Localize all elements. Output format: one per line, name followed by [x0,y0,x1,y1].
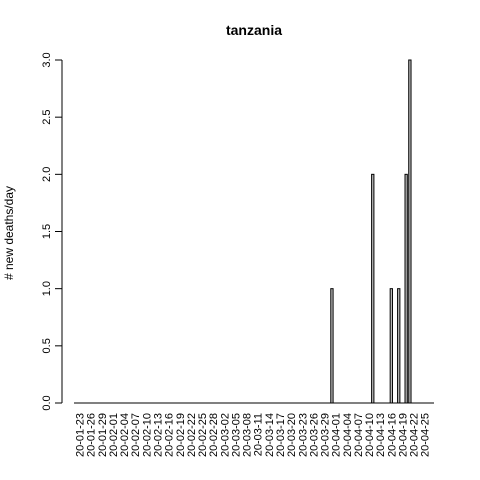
x-tick-label: 20-01-23 [75,413,87,457]
x-tick-label: 20-04-16 [386,413,398,457]
y-tick-label: 1.0 [41,281,53,296]
x-tick-label: 20-03-23 [297,413,309,457]
x-tick-label: 20-03-26 [308,413,320,457]
x-tick-label: 20-03-11 [253,413,265,456]
x-tick-label: 20-03-02 [219,413,231,457]
x-axis: 20-01-23 20-01-26 20-01-29 20-02-01 20-02-04… [74,402,434,457]
y-tick-label: 1.5 [41,224,53,239]
x-tick-label: 20-02-04 [119,413,131,457]
x-tick-label: 20-04-25 [420,413,432,457]
x-tick-label: 20-04-07 [353,413,365,457]
x-tick-label: 20-03-14 [264,413,276,457]
x-tick-label: 20-04-19 [397,413,409,457]
x-tick-label: 20-02-25 [197,413,209,457]
bar-2020-04-16 [389,288,393,404]
y-axis-label: # new deaths/day [2,186,16,280]
x-tick-label: 20-01-29 [97,413,109,457]
x-tick-label: 20-03-29 [320,413,332,457]
chart-title: tanzania [226,22,282,38]
x-tick-label: 20-02-16 [164,413,176,457]
y-tick-label: 3.0 [41,52,53,67]
x-tick-label: 20-04-13 [375,413,387,457]
x-tick-label: 20-03-08 [242,413,254,457]
bar-2020-04-18 [397,288,401,404]
bar-2020-04-21 [408,59,412,404]
x-tick-label: 20-02-10 [141,413,153,457]
bar-2020-03-31 [330,288,334,404]
x-tick-label: 20-04-01 [331,413,343,457]
x-tick-label: 20-02-01 [108,413,120,457]
y-axis: 0.0 0.5 1.0 1.5 2.0 2.5 3.0 [41,52,63,411]
x-tick-label: 20-03-20 [286,413,298,457]
y-tick-label: 2.5 [41,110,53,125]
x-tick-label: 20-02-22 [186,413,198,457]
x-tick-label: 20-01-26 [86,413,98,457]
x-tick-label: 20-03-17 [275,413,287,457]
y-tick-label: 0.5 [41,338,53,353]
x-tick-label: 20-04-04 [342,413,354,457]
y-tick-label: 2.0 [41,167,53,182]
x-tick-label: 20-02-07 [130,413,142,457]
bar-2020-04-20 [404,173,408,404]
x-tick-label: 20-02-13 [153,413,165,457]
x-tick-label: 20-04-22 [409,413,421,457]
x-tick-label: 20-02-19 [175,413,187,457]
x-tick-label: 20-04-10 [364,413,376,457]
bar-2020-04-11 [371,173,375,404]
x-tick-label: 20-03-05 [230,413,242,457]
x-tick-label: 20-02-28 [208,413,220,457]
bars-group [330,59,412,404]
y-tick-label: 0.0 [41,395,53,410]
